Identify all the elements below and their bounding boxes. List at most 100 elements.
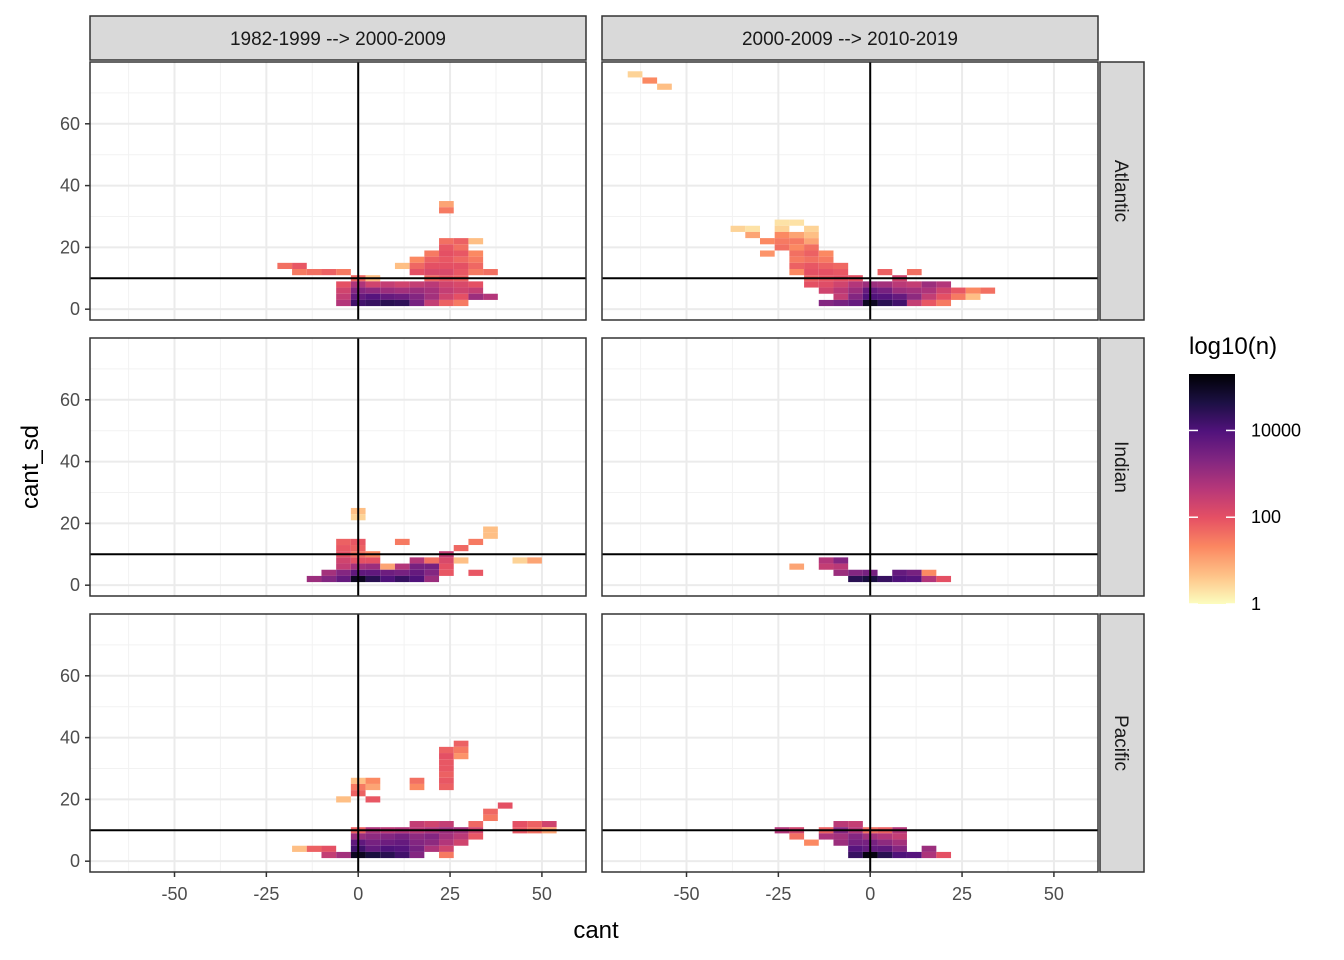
heatmap-cell: [892, 281, 907, 288]
y-tick-label: 20: [60, 789, 80, 809]
row-strip: [1099, 61, 1145, 321]
y-axis-title: cant_sd: [17, 425, 44, 509]
heatmap-cell: [483, 532, 498, 539]
heatmap-cell: [804, 231, 819, 239]
heatmap-cell: [789, 269, 805, 276]
heatmap-cell: [759, 250, 775, 257]
heatmap-cell: [789, 563, 805, 570]
heatmap-cell: [818, 563, 834, 570]
heatmap-cell: [892, 833, 907, 840]
heatmap-cell: [833, 293, 849, 300]
heatmap-cell: [424, 299, 440, 307]
heatmap-cell: [439, 207, 454, 214]
heatmap-cell: [848, 299, 863, 307]
y-tick-label: 0: [70, 299, 80, 319]
heatmap-cell: [642, 77, 658, 84]
heatmap-cell: [292, 262, 307, 270]
heatmap-cell: [380, 851, 395, 859]
heatmap-cell: [804, 839, 819, 846]
panel-border: [601, 337, 1099, 597]
heatmap-cell: [789, 833, 805, 840]
heatmap-cell: [804, 281, 819, 288]
heatmap-cell: [394, 262, 410, 270]
heatmap-cell: [892, 839, 907, 846]
heatmap-cell: [627, 71, 643, 78]
heatmap-cell: [818, 256, 834, 263]
panels-layer: [89, 61, 1099, 873]
heatmap-cell: [936, 287, 952, 294]
heatmap-cell: [818, 287, 834, 294]
heatmap-cell: [439, 783, 454, 791]
heatmap-cell: [409, 777, 425, 784]
heatmap-cell: [439, 238, 454, 245]
y-tick-label: 40: [60, 176, 80, 196]
heatmap-cell: [730, 225, 746, 232]
heatmap-cell: [365, 796, 381, 803]
heatmap-cell: [453, 557, 469, 564]
heatmap-cell: [906, 287, 922, 294]
heatmap-cell: [804, 269, 819, 276]
heatmap-cell: [439, 201, 454, 208]
heatmap-cell: [833, 839, 849, 846]
heatmap-cell: [439, 256, 454, 263]
column-strip: [89, 15, 587, 61]
heatmap-cell: [906, 569, 922, 576]
heatmap-cell: [439, 839, 454, 846]
heatmap-cell: [804, 262, 819, 270]
heatmap-cell: [497, 802, 513, 809]
heatmap-cell: [336, 796, 351, 803]
heatmap-cell: [921, 299, 937, 307]
heatmap-cell: [877, 281, 893, 288]
heatmap-cell: [424, 269, 440, 276]
heatmap-cell: [439, 262, 454, 270]
y-tick-label: 20: [60, 237, 80, 257]
row-strip: [1099, 613, 1145, 873]
heatmap-cell: [306, 269, 322, 276]
heatmap-cell: [468, 833, 484, 840]
heatmap-cell: [892, 299, 907, 307]
heatmap-cell: [365, 833, 381, 840]
heatmap-cell: [439, 821, 454, 828]
y-tick-label: 20: [60, 513, 80, 533]
heatmap-cell: [774, 225, 790, 232]
heatmap-cell: [745, 231, 760, 239]
heatmap-cell: [833, 281, 849, 288]
legend-break-label: 1: [1251, 594, 1261, 614]
heatmap-cell: [336, 299, 351, 307]
heatmap-cell: [380, 839, 395, 846]
heatmap-cell: [365, 783, 381, 791]
heatmap-cell: [380, 575, 395, 583]
heatmap-cell: [921, 851, 937, 859]
heatmap-cell: [833, 569, 849, 576]
heatmap-cell: [424, 575, 440, 583]
heatmap-cell: [424, 845, 440, 852]
heatmap-cell: [468, 569, 484, 576]
heatmap-cell: [936, 575, 952, 583]
heatmap-cell: [453, 833, 469, 840]
heatmap-cell: [818, 269, 834, 276]
heatmap-cell: [424, 256, 440, 263]
heatmap-cell: [468, 281, 484, 288]
heatmap-cell: [453, 256, 469, 263]
heatmap-cell: [409, 845, 425, 852]
heatmap-cell: [439, 746, 454, 754]
legend-title: log10(n): [1189, 333, 1277, 360]
heatmap-cell: [936, 851, 952, 859]
heatmap-cell: [321, 845, 337, 852]
heatmap-cell: [921, 293, 937, 300]
heatmap-cell: [848, 839, 863, 846]
heatmap-cell: [321, 851, 337, 859]
heatmap-cell: [321, 575, 337, 583]
heatmap-cell: [336, 287, 351, 294]
heatmap-cell: [833, 269, 849, 276]
heatmap-cell: [483, 526, 498, 533]
heatmap-cell: [921, 845, 937, 852]
heatmap-cell: [277, 262, 293, 270]
heatmap-cell: [394, 287, 410, 294]
heatmap-cell: [409, 839, 425, 846]
heatmap-cell: [394, 575, 410, 583]
heatmap-cell: [394, 281, 410, 288]
heatmap-cell: [921, 281, 937, 288]
heatmap-cell: [951, 293, 966, 300]
heatmap-cell: [877, 575, 893, 583]
